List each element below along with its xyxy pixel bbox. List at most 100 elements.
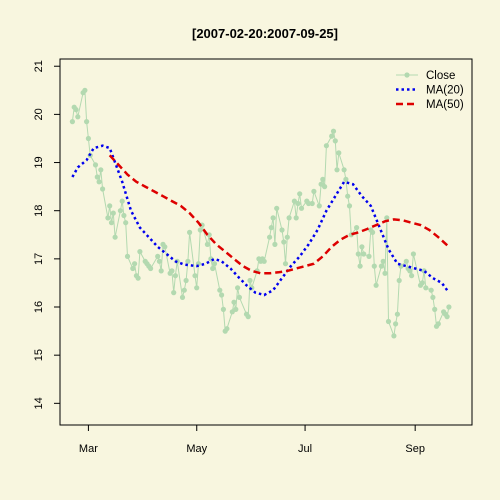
- data-point: [96, 179, 102, 185]
- data-point: [148, 265, 154, 272]
- data-point: [393, 321, 399, 327]
- data-point: [354, 225, 360, 231]
- data-point: [73, 107, 79, 113]
- data-point: [394, 311, 400, 317]
- data-point: [231, 299, 237, 305]
- data-point: [366, 253, 372, 259]
- data-point: [169, 268, 175, 274]
- y-tick-label: 15: [33, 349, 45, 361]
- data-point: [261, 258, 267, 264]
- data-point: [359, 244, 365, 250]
- data-point: [332, 138, 338, 144]
- data-point: [224, 326, 230, 332]
- data-point: [268, 225, 274, 231]
- data-point: [121, 212, 127, 219]
- data-point: [423, 285, 429, 291]
- data-point: [211, 261, 218, 267]
- data-point: [419, 280, 425, 286]
- data-point: [371, 263, 377, 269]
- plot-frame: [59, 58, 473, 426]
- data-point: [284, 234, 290, 240]
- data-point: [378, 263, 384, 269]
- data-point: [385, 318, 392, 325]
- plot-area: [69, 87, 452, 339]
- data-point: [179, 294, 186, 300]
- data-point: [236, 294, 242, 300]
- data-point: [220, 306, 226, 312]
- data-point: [82, 87, 88, 93]
- data-point: [410, 251, 416, 257]
- data-point: [407, 268, 413, 274]
- data-point: [156, 258, 162, 264]
- data-point: [384, 215, 390, 221]
- data-point: [309, 200, 315, 207]
- data-point: [235, 285, 241, 291]
- data-point: [155, 253, 161, 259]
- data-point: [108, 220, 115, 226]
- data-point: [135, 275, 141, 281]
- data-point: [428, 287, 434, 293]
- data-point: [84, 119, 90, 125]
- data-point: [380, 258, 386, 264]
- x-axis: Mar May Jul Sep: [79, 425, 425, 455]
- series-line-ma-50: [108, 154, 450, 275]
- data-point: [330, 128, 337, 134]
- series-line-ma-20: [71, 144, 450, 297]
- legend-label: MA(20): [426, 85, 464, 97]
- x-tick-label: Jul: [298, 443, 312, 455]
- data-point: [85, 135, 91, 142]
- y-axis: 14 15 16 17 18 19 20 21: [33, 60, 60, 409]
- data-point: [446, 304, 452, 310]
- legend-marker: [404, 72, 410, 78]
- data-point: [432, 306, 438, 312]
- x-tick-label: Sep: [405, 443, 425, 455]
- data-point: [75, 114, 81, 120]
- chart-title: [2007-02-20:2007-09-25]: [192, 26, 338, 41]
- data-point: [217, 287, 223, 293]
- data-point: [274, 205, 280, 211]
- data-point: [158, 268, 164, 274]
- data-point: [282, 261, 289, 267]
- data-point: [130, 265, 136, 272]
- y-tick-label: 16: [33, 301, 45, 313]
- data-point: [117, 208, 123, 214]
- data-point: [137, 249, 143, 255]
- data-point: [316, 203, 322, 209]
- data-point: [370, 229, 376, 235]
- data-point: [382, 270, 388, 276]
- legend: Close MA(20) MA(50): [396, 70, 464, 111]
- data-point: [322, 184, 328, 190]
- data-point: [245, 314, 251, 320]
- data-point: [98, 167, 104, 173]
- data-point: [181, 287, 187, 293]
- data-point: [444, 314, 450, 320]
- data-point: [204, 241, 210, 247]
- data-point: [197, 227, 203, 233]
- data-point: [435, 321, 441, 327]
- data-point: [162, 244, 168, 250]
- data-point: [279, 227, 285, 233]
- y-tick-label: 20: [33, 108, 45, 120]
- data-point: [329, 133, 335, 139]
- data-point: [183, 277, 189, 284]
- data-point: [267, 234, 273, 240]
- data-point: [132, 261, 138, 267]
- data-point: [281, 239, 287, 245]
- data-point: [187, 229, 193, 235]
- data-point: [272, 241, 278, 247]
- data-point: [373, 282, 379, 288]
- series-line-close: [71, 88, 450, 337]
- data-point: [110, 210, 116, 216]
- data-point: [172, 273, 178, 279]
- legend-label: MA(50): [426, 99, 464, 111]
- data-point: [192, 273, 198, 279]
- data-point: [341, 167, 347, 173]
- data-point: [124, 253, 131, 259]
- data-point: [403, 258, 409, 264]
- data-point: [270, 215, 276, 221]
- data-point: [171, 290, 177, 296]
- data-point: [210, 265, 216, 272]
- data-point: [345, 193, 351, 199]
- data-point: [92, 162, 99, 168]
